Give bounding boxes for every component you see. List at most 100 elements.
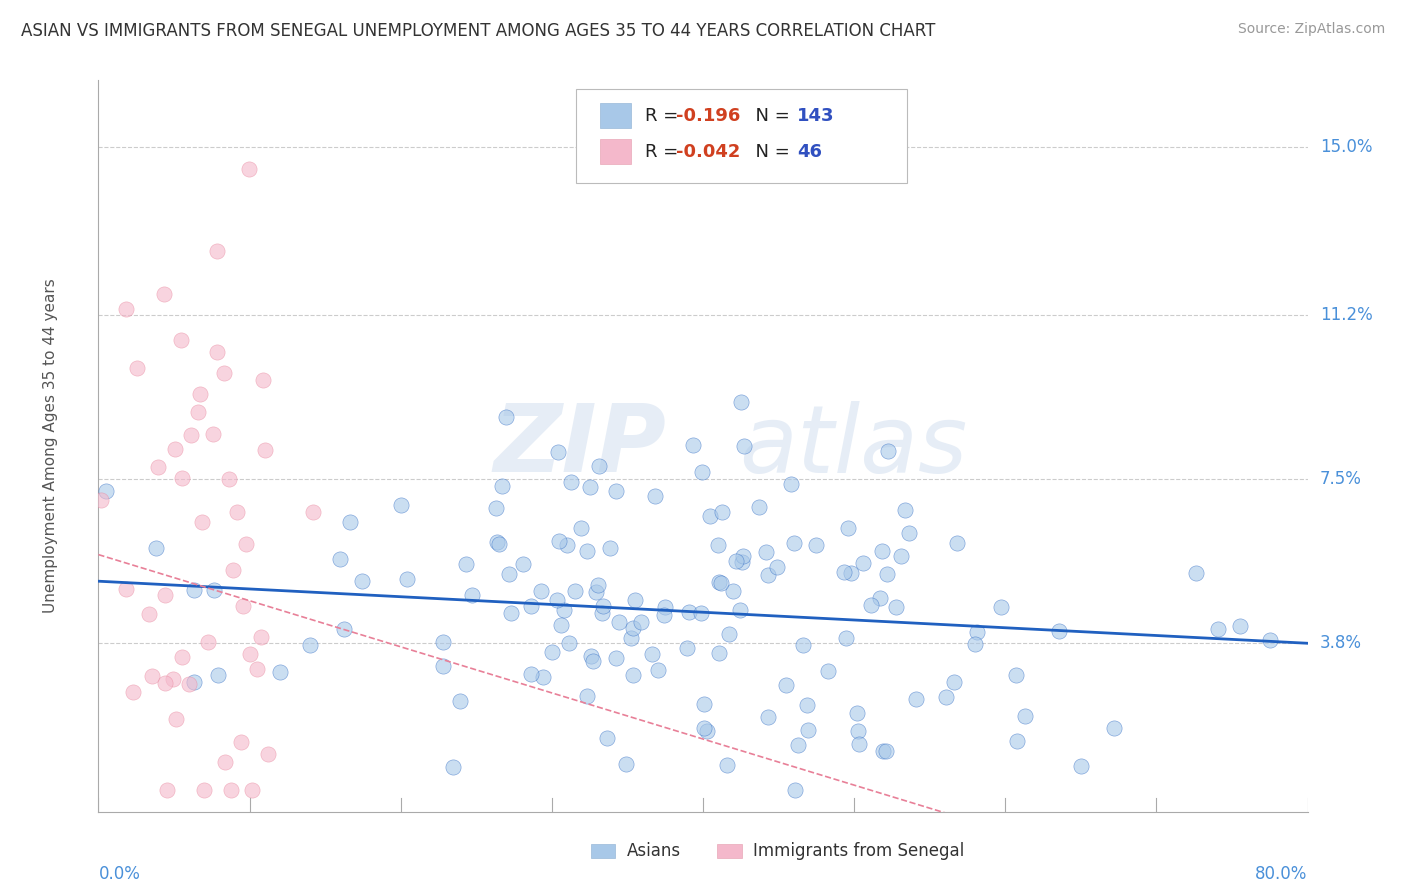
Point xyxy=(548,534,571,549)
Point xyxy=(731,549,754,563)
Point xyxy=(966,625,988,640)
Point xyxy=(965,637,987,651)
Point xyxy=(156,782,179,797)
Point xyxy=(256,747,278,762)
Point xyxy=(547,444,569,458)
Point xyxy=(485,500,508,515)
Point xyxy=(605,650,627,665)
Text: -0.042: -0.042 xyxy=(676,143,741,161)
Point xyxy=(239,647,262,661)
Point xyxy=(1102,721,1125,735)
Point xyxy=(197,635,219,649)
Point xyxy=(832,565,855,579)
Text: 0.0%: 0.0% xyxy=(98,865,141,883)
Point xyxy=(869,591,891,605)
Point xyxy=(710,575,733,590)
Point xyxy=(170,333,193,347)
Point xyxy=(647,664,669,678)
Point xyxy=(205,244,228,258)
Point xyxy=(841,566,863,581)
Point xyxy=(678,605,700,619)
Text: Source: ZipAtlas.com: Source: ZipAtlas.com xyxy=(1237,22,1385,37)
Point xyxy=(731,555,754,569)
Point xyxy=(765,559,787,574)
Point xyxy=(569,521,592,535)
Point xyxy=(530,583,553,598)
Point xyxy=(557,636,579,650)
Point xyxy=(546,592,568,607)
Point xyxy=(689,606,711,620)
Point xyxy=(352,574,374,588)
Point xyxy=(682,438,704,452)
Point xyxy=(115,582,138,597)
Point xyxy=(852,556,875,570)
Point xyxy=(748,500,770,514)
Point xyxy=(488,537,510,551)
Point xyxy=(990,600,1012,615)
Point xyxy=(125,360,148,375)
Point xyxy=(138,607,160,622)
Point xyxy=(550,618,572,632)
Text: Immigrants from Senegal: Immigrants from Senegal xyxy=(754,842,965,860)
Point xyxy=(498,566,520,581)
Text: ASIAN VS IMMIGRANTS FROM SENEGAL UNEMPLOYMENT AMONG AGES 35 TO 44 YEARS CORRELAT: ASIAN VS IMMIGRANTS FROM SENEGAL UNEMPLO… xyxy=(21,22,935,40)
Text: R =: R = xyxy=(645,143,685,161)
Point xyxy=(654,599,676,614)
Point xyxy=(872,744,894,758)
Point xyxy=(299,638,322,652)
Point xyxy=(165,712,187,726)
Point xyxy=(579,649,602,664)
Point xyxy=(624,593,647,607)
Point xyxy=(254,442,277,457)
Point xyxy=(187,404,209,418)
Point xyxy=(432,634,454,648)
Point xyxy=(730,395,752,409)
Point xyxy=(779,477,801,491)
Text: -0.196: -0.196 xyxy=(676,107,741,125)
Point xyxy=(122,685,145,699)
Point xyxy=(575,544,598,558)
Point xyxy=(231,735,253,749)
Point xyxy=(153,588,176,602)
Point xyxy=(644,489,666,503)
Point xyxy=(875,744,897,758)
Point xyxy=(693,697,716,711)
Point xyxy=(461,588,484,602)
Point xyxy=(716,757,738,772)
Point xyxy=(339,515,361,529)
Point xyxy=(183,675,205,690)
Text: 3.8%: 3.8% xyxy=(1320,634,1361,652)
Point xyxy=(94,483,117,498)
Point xyxy=(222,563,245,577)
Point xyxy=(396,572,419,586)
Point xyxy=(1070,759,1092,773)
Text: N =: N = xyxy=(744,143,796,161)
Text: ZIP: ZIP xyxy=(494,400,666,492)
Point xyxy=(1005,668,1028,682)
Point xyxy=(1229,619,1251,633)
Point xyxy=(783,536,806,550)
Point xyxy=(564,584,586,599)
Point xyxy=(491,479,513,493)
Point xyxy=(935,690,957,704)
Point xyxy=(555,538,578,552)
Point xyxy=(946,536,969,550)
Point xyxy=(145,541,167,555)
Point xyxy=(202,426,225,441)
Point xyxy=(692,721,714,735)
Point xyxy=(531,669,554,683)
Point xyxy=(756,710,779,724)
Point xyxy=(894,503,917,517)
Point xyxy=(596,731,619,745)
Point xyxy=(870,543,893,558)
Point xyxy=(723,583,745,598)
Point xyxy=(193,782,215,797)
Point xyxy=(898,525,921,540)
Point xyxy=(180,428,202,442)
Point xyxy=(592,599,614,613)
Point xyxy=(432,659,454,673)
Point xyxy=(114,301,136,316)
Point xyxy=(943,674,966,689)
Point xyxy=(605,483,627,498)
Point xyxy=(775,678,797,692)
